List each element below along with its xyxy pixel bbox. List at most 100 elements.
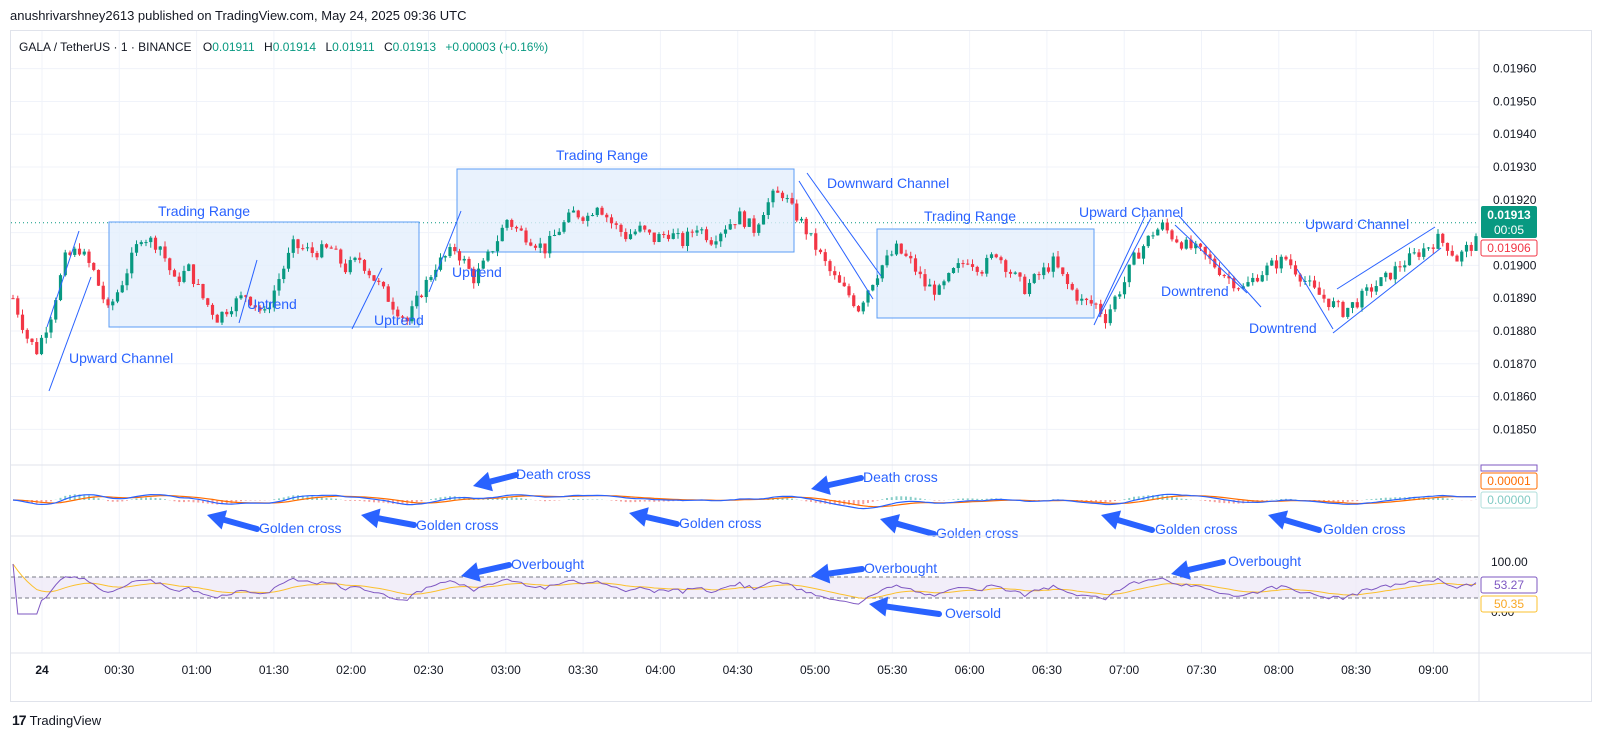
last-price-value: 0.01913 [1487, 208, 1531, 222]
candle-body [961, 263, 965, 265]
annotation-label[interactable]: Uptrend [247, 296, 297, 312]
annotation-label[interactable]: Golden cross [936, 525, 1018, 541]
candle-body [25, 329, 29, 339]
candle-body [467, 258, 471, 269]
candle-body [590, 215, 595, 217]
annotation-label[interactable]: Trading Range [924, 208, 1016, 224]
macd-histogram-bar [544, 500, 546, 502]
candle-body [733, 224, 737, 226]
low-value: 0.01911 [332, 40, 375, 54]
trend-line[interactable] [1174, 224, 1248, 294]
candle-body [966, 263, 970, 265]
arrow-icon[interactable] [629, 507, 680, 527]
annotation-label[interactable]: Golden cross [1155, 521, 1237, 537]
macd-histogram-bar [64, 495, 67, 500]
macd-histogram-bar [548, 500, 551, 501]
macd-histogram-bar [287, 496, 290, 500]
rsi-value: 53.27 [1494, 578, 1524, 592]
annotation-label[interactable]: Overbought [1228, 553, 1301, 569]
arrow-icon[interactable] [1268, 510, 1322, 533]
tv-logo-icon: 17 [12, 712, 27, 728]
candle-body [272, 290, 276, 308]
annotation-label[interactable]: Downtrend [1249, 320, 1317, 336]
annotation-label[interactable]: Trading Range [556, 147, 648, 163]
annotation-label[interactable]: Overbought [511, 556, 584, 572]
arrow-icon[interactable] [473, 471, 519, 492]
arrow-icon[interactable] [461, 562, 512, 582]
macd-histogram-bar [154, 498, 157, 500]
arrow-icon[interactable] [811, 563, 865, 584]
y-tick-label: 0.01870 [1493, 357, 1537, 371]
arrow-icon[interactable] [361, 508, 417, 529]
macd-histogram-bar [325, 497, 328, 500]
arrow-icon[interactable] [207, 510, 260, 532]
arrow-icon[interactable] [869, 596, 942, 617]
candle-body [852, 295, 856, 307]
annotation-label[interactable]: Oversold [945, 605, 1001, 621]
candle-body [1384, 272, 1388, 278]
annotation-label[interactable]: Golden cross [259, 520, 341, 536]
trend-line[interactable] [1098, 217, 1152, 318]
candle-body [818, 249, 823, 253]
trend-line[interactable] [46, 230, 80, 328]
y-tick-label: 0.01940 [1493, 127, 1537, 141]
macd-histogram-bar [1337, 500, 1340, 502]
candle-body [1042, 267, 1046, 276]
arrow-icon[interactable] [1171, 559, 1226, 580]
candle-body [343, 263, 348, 273]
annotation-label[interactable]: Downtrend [1161, 283, 1229, 299]
trend-line[interactable] [798, 180, 874, 300]
annotation-label[interactable]: Golden cross [416, 517, 498, 533]
trend-line[interactable] [428, 210, 462, 293]
macd-histogram-bar [430, 499, 432, 500]
annotation-label[interactable]: Trading Range [158, 203, 250, 219]
annotation-label[interactable]: Overbought [864, 560, 937, 576]
annotation-label[interactable]: Uptrend [452, 264, 502, 280]
trend-line[interactable] [1093, 215, 1146, 326]
ref-price-value: 0.01906 [1487, 241, 1531, 255]
macd-histogram-bar [909, 496, 912, 500]
annotation-label[interactable]: Death cross [516, 466, 591, 482]
macd-histogram-bar [810, 500, 812, 502]
candle-body [377, 280, 381, 282]
macd-histogram-bar [582, 499, 584, 500]
trend-line[interactable] [1178, 215, 1262, 308]
arrow-icon[interactable] [811, 475, 864, 495]
tradingview-logo[interactable]: 17 TradingView [12, 712, 101, 728]
trend-line[interactable] [48, 276, 92, 392]
macd-histogram-bar [1346, 500, 1349, 502]
annotation-label[interactable]: Downward Channel [827, 175, 949, 191]
candle-body [776, 190, 780, 193]
trend-line[interactable] [1296, 268, 1334, 330]
candle-body [676, 233, 680, 235]
macd-histogram-bar [482, 499, 485, 500]
macd-histogram-bar [938, 500, 941, 501]
candle-body [1365, 287, 1369, 291]
arrow-icon[interactable] [1101, 510, 1155, 533]
macd-histogram-bar [924, 499, 926, 500]
candle-body [861, 302, 865, 312]
trend-line[interactable] [351, 267, 383, 330]
candle-body [833, 271, 837, 276]
annotation-label[interactable]: Golden cross [1323, 521, 1405, 537]
annotation-label[interactable]: Upward Channel [1079, 204, 1183, 220]
candle-body [1232, 278, 1236, 289]
trend-line[interactable] [1332, 247, 1442, 334]
trend-line[interactable] [1336, 226, 1436, 290]
macd-histogram-bar [634, 500, 637, 503]
candle-body [1312, 280, 1317, 288]
macd-histogram-bar [900, 496, 903, 500]
annotation-label[interactable]: Uptrend [374, 312, 424, 328]
trend-line[interactable] [238, 259, 258, 324]
price-chart[interactable]: Trading Range Trading Range Trading Range U… [11, 31, 1591, 701]
arrow-icon[interactable] [880, 514, 937, 537]
trend-line[interactable] [806, 172, 882, 277]
macd-histogram-bar [130, 499, 133, 500]
annotation-label[interactable]: Upward Channel [1305, 216, 1409, 232]
macd-histogram-bar [914, 497, 917, 500]
annotation-label[interactable]: Death cross [863, 469, 938, 485]
candle-body [381, 281, 386, 287]
candle-body [39, 337, 44, 355]
annotation-label[interactable]: Golden cross [679, 515, 761, 531]
annotation-label[interactable]: Upward Channel [69, 350, 173, 366]
